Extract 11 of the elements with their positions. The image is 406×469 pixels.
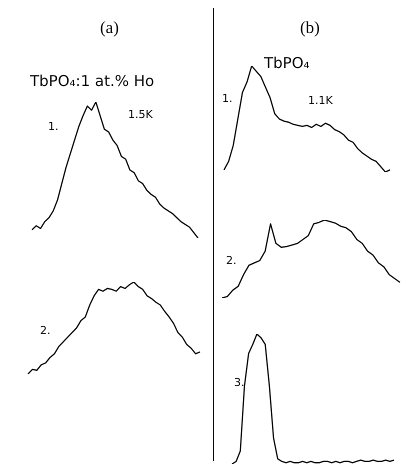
annotation: 2.: [226, 254, 236, 267]
chart-title: (b): [300, 18, 320, 38]
annotation: 1.: [48, 120, 58, 133]
chart-title: (a): [100, 18, 119, 38]
annotation: 2.: [40, 324, 50, 337]
chart-subtitle: TbPO₄: [264, 54, 310, 72]
annotation: 1.: [222, 92, 232, 105]
chart-subtitle: TbPO₄:1 at.% Ho: [30, 72, 154, 90]
annotation: 3.: [234, 376, 244, 389]
annotation: 1.1K: [308, 94, 333, 107]
annotation: 1.5K: [128, 108, 153, 121]
